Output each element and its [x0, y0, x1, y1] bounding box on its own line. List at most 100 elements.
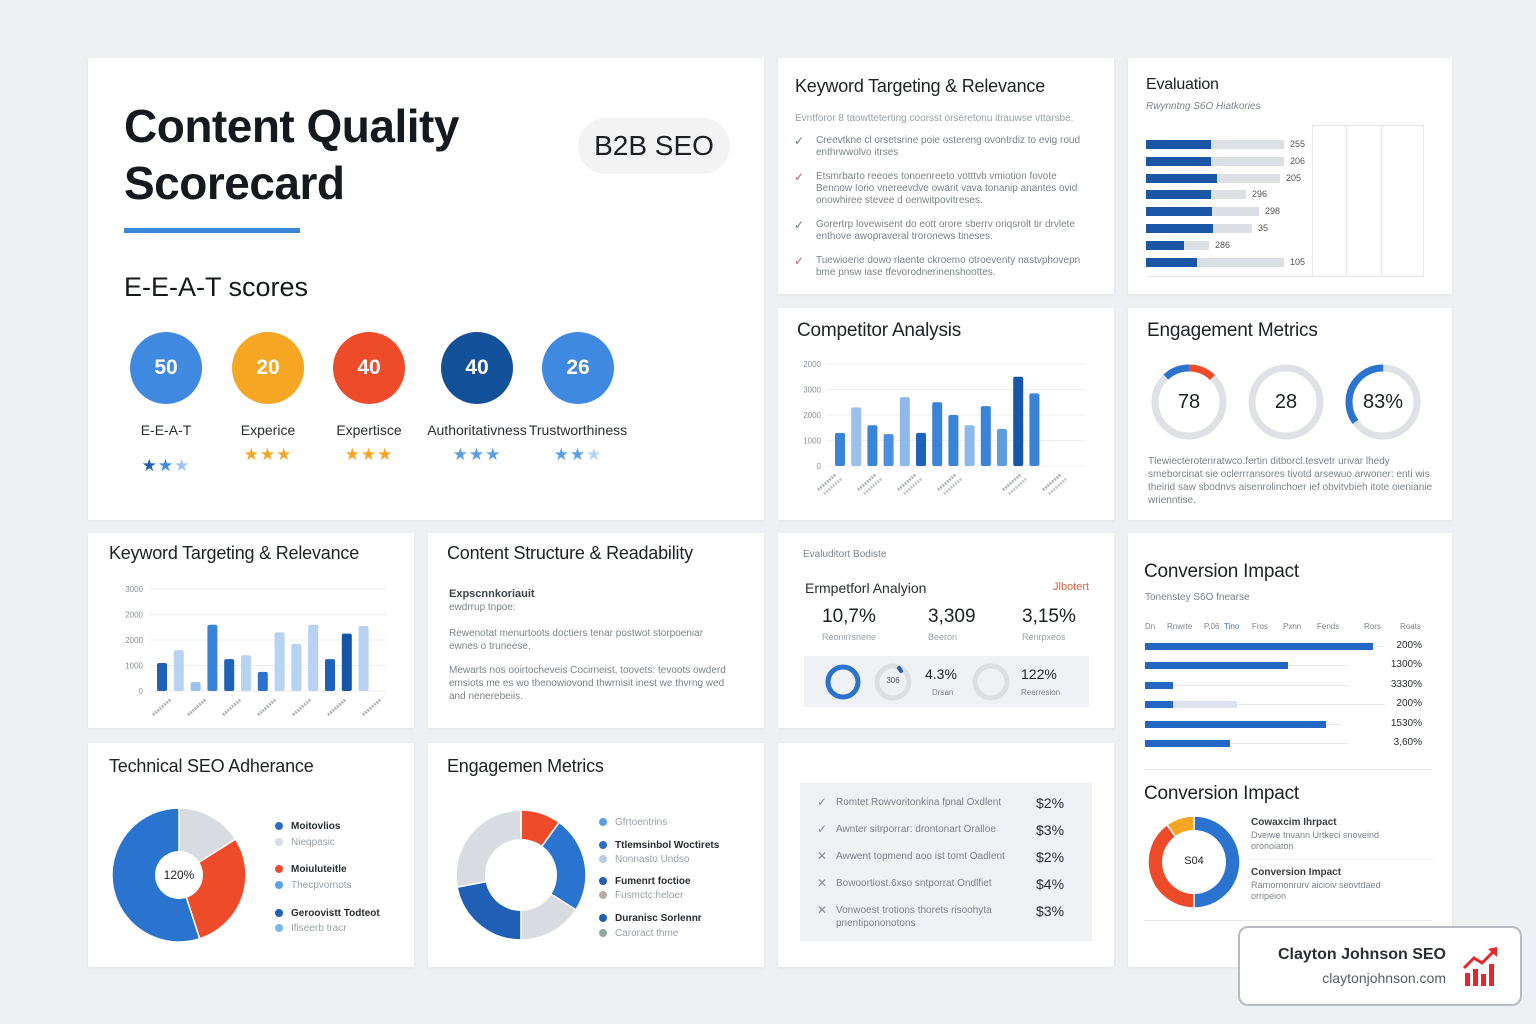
item-text: Rarnornonrurv aicioiv seovtdaed orripeio… — [1251, 880, 1381, 901]
bar-track — [1146, 140, 1284, 149]
stat-label: Beeron — [928, 632, 958, 642]
bar-value: 255 — [1290, 139, 1306, 149]
svg-text:0: 0 — [139, 687, 144, 696]
stat-value: 10,7% — [822, 606, 876, 627]
legend-item: Fusmctc:heloer — [599, 890, 683, 901]
checklist-panel — [800, 783, 1092, 941]
star-icon: ★ — [586, 445, 603, 464]
star-icon: ★ — [553, 445, 570, 464]
bar-fill — [1146, 240, 1184, 250]
legend-dot-icon — [275, 822, 283, 831]
legend-dot-icon — [599, 914, 607, 923]
gauge-value: 28 — [1274, 391, 1298, 413]
brand-badge[interactable]: Clayton Johnson SEO claytonjohnson.com — [1238, 926, 1522, 1006]
legend-dot-icon — [275, 924, 283, 933]
checklist-value: $2% — [1036, 795, 1065, 811]
star-rating: ★★★ — [319, 445, 419, 465]
legend-label: Ttlemsinbol Woctirets — [615, 840, 720, 851]
star-rating: ★★★ — [528, 445, 628, 465]
divider — [1248, 859, 1434, 860]
technical-seo-card: Technical SEO Adherance 120% Moitovlios N… — [88, 743, 414, 967]
star-icon: ★ — [276, 445, 293, 464]
score-circle: 26 — [542, 332, 614, 404]
score-label: Expertisce — [336, 422, 402, 438]
donut-center-label: 120% — [163, 868, 195, 882]
column-header: Fros — [1252, 622, 1268, 631]
legend-label: Moiuluteitle — [291, 864, 347, 875]
bar-value: 35 — [1258, 223, 1269, 233]
card-title: Competitor Analysis — [797, 320, 962, 341]
legend-dot-icon — [275, 865, 283, 874]
bar-value: 206 — [1290, 155, 1306, 166]
content-structure-card: Content Structure & Readability Expscnnk… — [428, 533, 764, 728]
stat-label: Renrpxeos — [1022, 632, 1066, 642]
chart-frame — [1312, 125, 1424, 276]
bar-fill — [1146, 190, 1211, 200]
item-title: Conversion Impact — [1251, 867, 1342, 878]
column-header: Roats — [1400, 622, 1421, 631]
legend-label: Nieqpasic — [291, 837, 335, 848]
structure-heading: Expscnnkoriauit — [449, 588, 535, 600]
growth-chart-icon — [1462, 947, 1497, 986]
gauge-value: 78 — [1177, 391, 1201, 413]
donut-center-label: S04 — [1184, 855, 1204, 867]
checklist-text: Creevtkne cl orsetsrine poie ostereng ov… — [816, 135, 1081, 158]
legend-dot-icon — [599, 877, 607, 886]
legend-dot-icon — [599, 855, 607, 864]
bar-value: 1300% — [1390, 659, 1422, 671]
gauge-ring — [1151, 364, 1227, 440]
scorecard-main-card: Content Quality Scorecard B2B SEO E-E-A-… — [88, 58, 764, 520]
star-icon: ★ — [141, 456, 158, 475]
checklist-value: $2% — [1036, 849, 1065, 865]
bar-fill — [1146, 173, 1217, 183]
brand-url[interactable]: claytonjohnson.com — [1322, 970, 1446, 986]
card-title: Evaluation — [1146, 76, 1219, 93]
card-title: Engagement Metrics — [1147, 320, 1318, 341]
star-icon: ★ — [157, 456, 175, 475]
ring-value: 306 — [886, 676, 900, 685]
item-title: Cowaxcim Ihrpact — [1251, 817, 1337, 828]
competitor-bar-chart: 0 1000 2000 3000 2000 — [788, 353, 1098, 518]
legend-item: Geroovistt Todteot — [275, 908, 380, 919]
star-icon: ★ — [243, 445, 260, 464]
card-title: Content Structure & Readability — [447, 543, 693, 563]
legend-label: Geroovistt Todteot — [291, 908, 380, 919]
bar-value: 205 — [1286, 172, 1302, 183]
keyword-chart-card: Keyword Targeting & Relevance 0 1000 2000 2… — [88, 533, 414, 728]
column-header: Rors — [1364, 622, 1381, 631]
legend-item: Duranisc Sorlennr — [599, 913, 702, 924]
x-icon: ✕ — [817, 903, 828, 917]
gauge-ring — [1248, 364, 1324, 440]
star-icon: ★ — [377, 445, 394, 464]
bar-value: 3330% — [1390, 678, 1422, 690]
star-icon: ★ — [360, 445, 378, 464]
check-icon: ✓ — [794, 218, 805, 232]
ring-partial-icon — [874, 663, 912, 701]
ring-panel: 306 4.3% Drsan 122% Reerresion — [804, 656, 1089, 707]
legend-label: Fusmctc:heloer — [615, 890, 684, 901]
status-tag: Jlbotert — [1053, 581, 1090, 593]
legend-item: Nonnasto Undso — [599, 854, 690, 865]
checklist-value: $3% — [1036, 903, 1065, 919]
brand-name: Clayton Johnson SEO — [1277, 946, 1446, 963]
engagement-metrics-card: Engagement Metrics 78 28 83% Tlewiecterote… — [1128, 308, 1452, 520]
check-icon: ✓ — [817, 822, 828, 836]
column-header: P.06 — [1204, 622, 1220, 631]
bar-fill — [1146, 156, 1211, 166]
bar-fill — [1145, 681, 1173, 689]
bar-track — [1146, 156, 1284, 166]
bar-value: 286 — [1215, 239, 1231, 250]
bar-track — [1146, 257, 1284, 267]
gauge-ring — [1345, 364, 1421, 440]
structure-paragraph: Rewenotat menurtoots doctiers tenar post… — [449, 628, 704, 652]
legend-label: Thecpvornots — [291, 880, 352, 891]
bar-fill — [1146, 140, 1211, 149]
bar-fill — [1146, 207, 1212, 217]
star-icon: ★ — [174, 456, 191, 475]
keyword-bar-chart: 0 1000 2000 2000 3000 — [98, 578, 408, 723]
score-circle: 40 — [441, 332, 513, 404]
card-subtitle: Evntforor 8 taowtteterting coorsst orser… — [795, 113, 1074, 124]
check-icon: ✓ — [817, 795, 828, 809]
gauge-value: 83% — [1362, 391, 1404, 413]
card-header: Evaluditort Bodiste — [803, 549, 887, 560]
